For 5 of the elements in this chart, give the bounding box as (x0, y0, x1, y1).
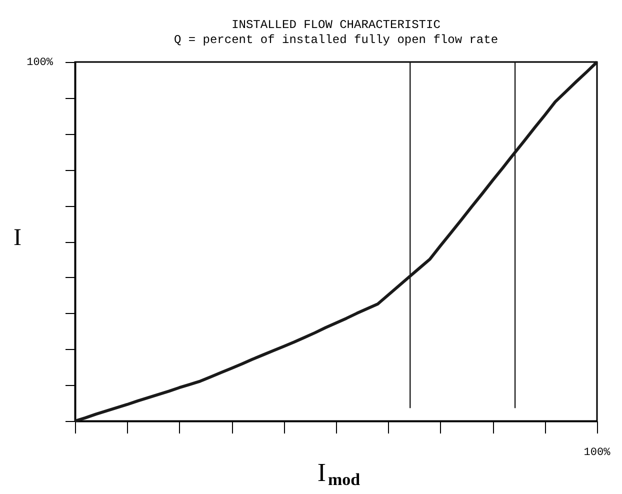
y-axis-title: I (14, 225, 22, 251)
text: 100% (26, 57, 54, 69)
text: 100% (584, 447, 611, 459)
chart-title: INSTALLED FLOW CHARACTERISTIC (232, 18, 440, 32)
chart-subtitle: Q = percent of installed fully open flow rate (174, 33, 498, 47)
